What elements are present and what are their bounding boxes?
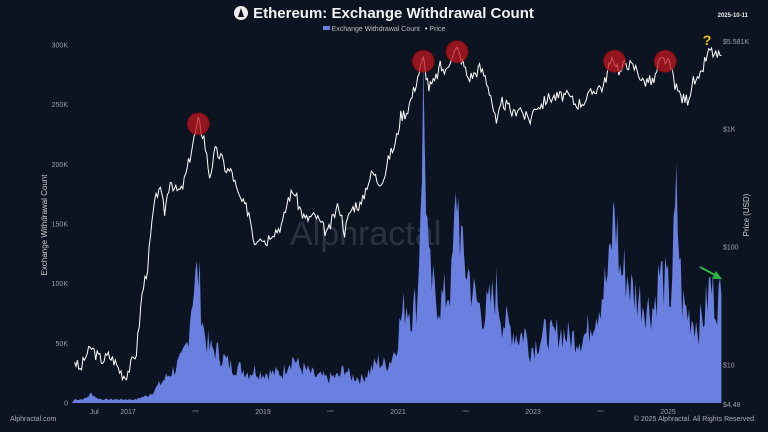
legend-swatch-withdrawals bbox=[322, 26, 330, 30]
question-mark: ? bbox=[703, 32, 712, 48]
y2-tick-label: $10 bbox=[723, 363, 735, 370]
y2-tick-label: $1K bbox=[723, 127, 736, 134]
x-tick-label: Jul bbox=[90, 409, 99, 416]
title-text: Ethereum: Exchange Withdrawal Count bbox=[253, 5, 534, 22]
x-tick-label: 2017 bbox=[120, 409, 136, 416]
legend-price[interactable]: Price bbox=[429, 26, 446, 33]
footer-site[interactable]: Alphractal.com bbox=[10, 416, 57, 423]
x-tick-label: 2024 bbox=[597, 409, 604, 413]
peak-marker bbox=[603, 49, 627, 73]
y2-axis-label: Price (USD) bbox=[742, 193, 751, 236]
x-tick-label: 2025 bbox=[660, 409, 676, 416]
y-tick-label: 150K bbox=[52, 222, 69, 229]
peak-marker bbox=[186, 112, 210, 136]
y-tick-label: 50K bbox=[56, 341, 69, 348]
legend-price-marker-icon: • bbox=[424, 26, 428, 33]
arrow-icon bbox=[712, 271, 722, 279]
arrow-line bbox=[699, 266, 718, 277]
x-axis: Jul 2017 2018 2019 2020 2021 2022 2023 2024 2025 bbox=[90, 409, 676, 416]
withdrawals-series bbox=[71, 63, 722, 404]
y2-tick-label: $5.581K bbox=[723, 39, 749, 46]
watermark: Alphractal bbox=[290, 215, 441, 253]
x-tick-label: 2021 bbox=[390, 409, 406, 416]
date-label: 2025-10-11 bbox=[717, 13, 748, 19]
legend[interactable]: Exchange Withdrawal Count • Price bbox=[0, 26, 768, 33]
withdrawals-area bbox=[71, 63, 722, 404]
y-axis-label: Exchange Withdrawal Count bbox=[40, 174, 49, 276]
x-tick-label: 2020 bbox=[327, 409, 334, 413]
y-tick-label: 200K bbox=[52, 162, 69, 169]
right-axis: $4.48 $10 $100 $1K $5.581K bbox=[723, 39, 749, 409]
peak-marker bbox=[653, 49, 677, 73]
x-tick-label: 2023 bbox=[525, 409, 541, 416]
x-tick-label: 2018 bbox=[192, 409, 199, 413]
ethereum-icon bbox=[234, 6, 249, 20]
y-tick-label: 0 bbox=[64, 401, 68, 408]
footer-copyright: © 2025 Alphractal. All Rights Reserved. bbox=[633, 416, 756, 423]
left-axis: 0 50K 100K 150K 200K 250K 300K bbox=[52, 43, 69, 408]
x-tick-label: 2022 bbox=[462, 409, 469, 413]
y-tick-label: 300K bbox=[52, 43, 69, 50]
y-tick-label: 250K bbox=[52, 102, 69, 109]
annotations: ? bbox=[186, 32, 722, 279]
peak-marker bbox=[445, 40, 469, 64]
y-tick-label: 100K bbox=[52, 281, 69, 288]
chart-title: Ethereum: Exchange Withdrawal Count bbox=[0, 5, 768, 22]
x-tick-label: 2019 bbox=[255, 409, 271, 416]
y2-tick-label: $100 bbox=[723, 245, 739, 252]
legend-withdrawals[interactable]: Exchange Withdrawal Count bbox=[331, 26, 420, 33]
y2-tick-label: $4.48 bbox=[723, 402, 741, 409]
peak-marker bbox=[411, 49, 435, 73]
